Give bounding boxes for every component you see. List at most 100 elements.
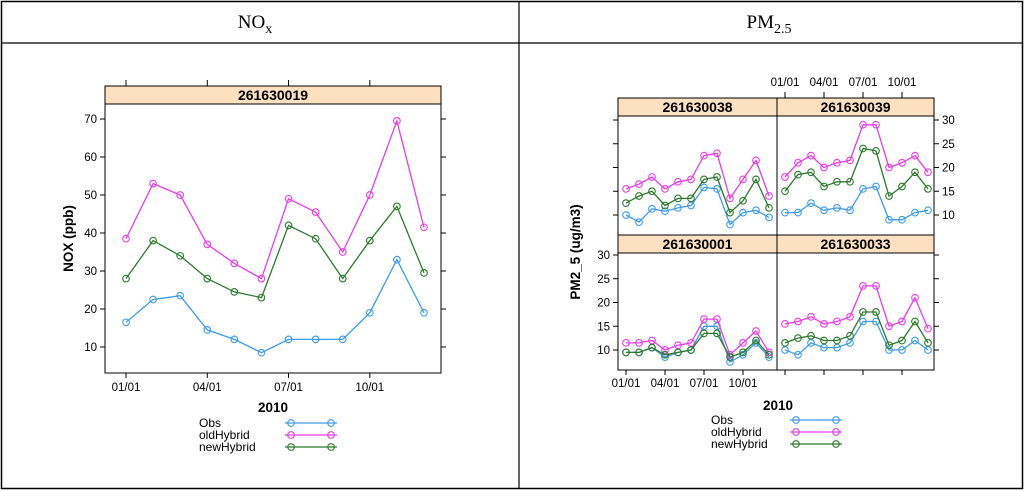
- data-point-Obs: [661, 207, 669, 216]
- legend-marker-newHybrid: [287, 443, 295, 451]
- data-point-Obs: [393, 255, 401, 264]
- data-point-oldHybrid: [203, 240, 212, 249]
- data-point-oldHybrid: [635, 180, 643, 188]
- legend-label-newHybrid: newHybrid: [199, 440, 256, 454]
- data-point-oldHybrid: [833, 158, 841, 167]
- data-point-oldHybrid: [833, 317, 841, 326]
- data-point-oldHybrid: [338, 248, 347, 256]
- data-point-oldHybrid: [149, 179, 157, 188]
- header-pm25: PM2.5: [747, 12, 792, 37]
- data-point-oldHybrid: [622, 185, 630, 193]
- legend-marker-newHybrid: [792, 440, 800, 448]
- data-point-Obs: [820, 206, 828, 215]
- y-tick-label-right: 15: [942, 186, 955, 198]
- data-point-newHybrid: [898, 336, 906, 345]
- data-point-newHybrid: [859, 308, 867, 316]
- data-point-Obs: [872, 182, 880, 191]
- data-point-newHybrid: [149, 236, 157, 245]
- panel-title: 261630038: [662, 99, 732, 115]
- data-point-newHybrid: [311, 234, 320, 243]
- legend-marker-Obs: [287, 419, 295, 427]
- legend-marker-Obs: [327, 419, 335, 427]
- data-point-Obs: [911, 208, 919, 217]
- header-nox: NOx: [238, 12, 272, 37]
- data-point-oldHybrid: [781, 320, 789, 328]
- data-point-newHybrid: [648, 187, 656, 196]
- data-point-oldHybrid: [781, 173, 789, 181]
- data-point-Obs: [726, 220, 734, 229]
- data-point-oldHybrid: [794, 317, 802, 326]
- nox-chart: 261630019 10 20 30 40 50 60 70 01/01 04/01 07/01 10…: [61, 80, 446, 454]
- data-point-newHybrid: [820, 336, 828, 345]
- data-point-oldHybrid: [365, 191, 374, 199]
- data-point-newHybrid: [898, 182, 906, 191]
- data-point-newHybrid: [622, 348, 630, 357]
- panel-title: 261630033: [820, 236, 890, 252]
- data-point-newHybrid: [726, 353, 734, 361]
- data-point-newHybrid: [872, 308, 880, 316]
- top-x-tick-label: 04/01: [810, 77, 839, 89]
- x-axis-label: 2010: [763, 398, 793, 413]
- panel-title: 261630039: [820, 99, 890, 115]
- y-tick-label: 10: [84, 342, 97, 354]
- data-point-newHybrid: [765, 350, 773, 359]
- legend-marker-oldHybrid: [832, 428, 840, 436]
- series-line-Obs: [785, 185, 929, 221]
- data-point-newHybrid: [257, 293, 266, 302]
- data-point-Obs: [833, 204, 841, 212]
- legend-label-oldHybrid: oldHybrid: [199, 428, 250, 442]
- data-point-Obs: [230, 335, 239, 344]
- data-point-newHybrid: [924, 185, 932, 193]
- y-tick-label: 70: [84, 114, 97, 126]
- data-point-Obs: [311, 335, 320, 344]
- data-point-oldHybrid: [752, 327, 760, 335]
- data-point-oldHybrid: [713, 315, 721, 323]
- data-point-oldHybrid: [859, 120, 867, 129]
- y-tick-label-right: 10: [942, 210, 955, 222]
- data-point-oldHybrid: [739, 339, 747, 347]
- data-point-newHybrid: [846, 331, 854, 340]
- data-point-Obs: [859, 317, 867, 326]
- data-point-newHybrid: [726, 208, 734, 217]
- y-tick-label-right: 20: [942, 163, 955, 175]
- data-point-oldHybrid: [726, 194, 734, 203]
- data-point-newHybrid: [859, 144, 867, 153]
- data-point-newHybrid: [820, 182, 828, 191]
- top-x-tick-label: 01/01: [771, 77, 800, 89]
- data-point-oldHybrid: [713, 149, 721, 158]
- data-point-Obs: [924, 206, 932, 215]
- data-point-Obs: [257, 348, 266, 357]
- data-point-newHybrid: [661, 201, 669, 210]
- data-point-newHybrid: [752, 175, 760, 184]
- data-point-oldHybrid: [820, 163, 828, 172]
- legend-label-newHybrid: newHybrid: [711, 437, 768, 451]
- legend-marker-oldHybrid: [792, 428, 800, 436]
- data-point-Obs: [713, 185, 721, 193]
- data-point-newHybrid: [674, 194, 682, 203]
- data-point-oldHybrid: [794, 158, 802, 167]
- data-point-newHybrid: [885, 192, 893, 200]
- legend-marker-oldHybrid: [287, 431, 295, 439]
- data-point-newHybrid: [807, 168, 815, 177]
- data-point-oldHybrid: [898, 317, 906, 326]
- data-point-newHybrid: [674, 348, 682, 357]
- data-point-Obs: [752, 206, 760, 215]
- x-axis-label: 2010: [258, 400, 288, 415]
- data-point-oldHybrid: [635, 339, 643, 347]
- data-point-newHybrid: [911, 317, 919, 326]
- data-point-Obs: [420, 308, 428, 317]
- data-point-oldHybrid: [924, 324, 932, 333]
- data-point-newHybrid: [833, 177, 841, 186]
- series-line-oldHybrid: [625, 152, 770, 200]
- series-line-Obs: [125, 258, 425, 354]
- y-tick-label: 30: [84, 266, 97, 278]
- data-point-newHybrid: [846, 177, 854, 186]
- data-point-oldHybrid: [739, 175, 747, 184]
- data-point-newHybrid: [176, 251, 185, 260]
- data-point-oldHybrid: [726, 350, 734, 359]
- data-point-Obs: [635, 218, 643, 226]
- data-point-newHybrid: [648, 343, 656, 352]
- pm25-chart: 261630038 261630039 261630001 261630033 01/0…: [568, 77, 955, 451]
- data-point-oldHybrid: [420, 223, 428, 232]
